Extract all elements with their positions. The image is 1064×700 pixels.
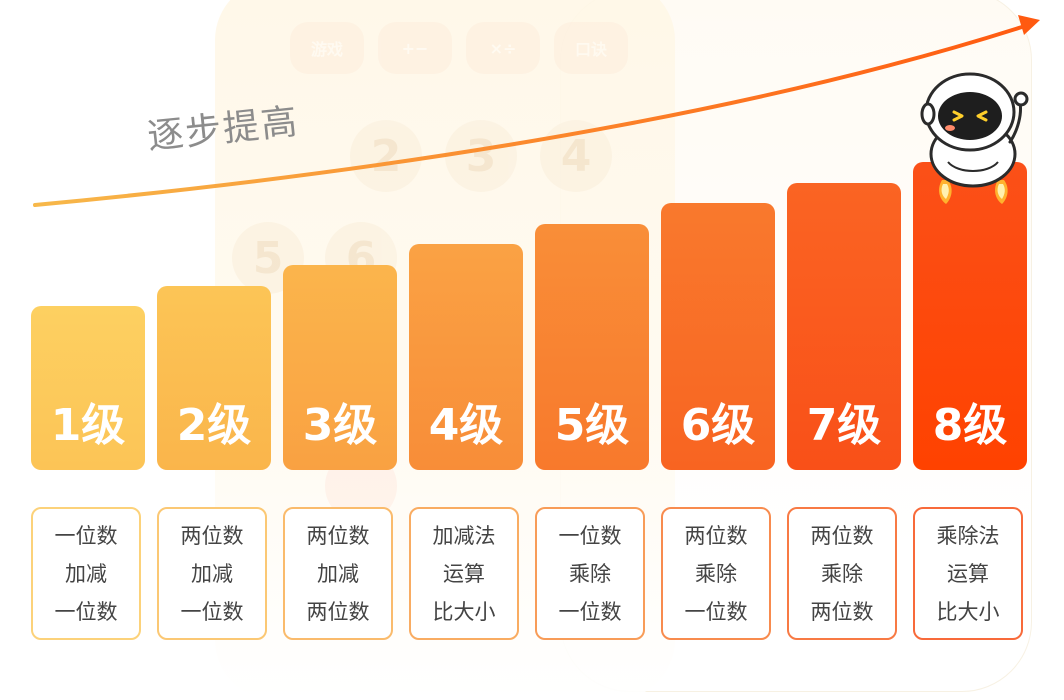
level-description-card-1: 一位数 加减 一位数 (31, 507, 141, 640)
description-line: 一位数 (54, 523, 118, 548)
description-line: 一位数 (684, 599, 748, 624)
level-description-card-8: 乘除法 运算 比大小 (913, 507, 1023, 640)
level-bar-label: 3级 (302, 400, 378, 451)
level-bar-7: 7级 (787, 183, 901, 470)
level-description-card-3: 两位数 加减 两位数 (283, 507, 393, 640)
description-line: 运算 (947, 561, 989, 586)
description-line: 一位数 (180, 599, 244, 624)
description-line: 一位数 (54, 599, 118, 624)
level-description-card-7: 两位数 乘除 两位数 (787, 507, 897, 640)
description-line: 加减 (317, 561, 359, 586)
description-line: 两位数 (306, 599, 370, 624)
description-line: 加减法 (432, 523, 496, 548)
level-description-card-4: 加减法 运算 比大小 (409, 507, 519, 640)
description-line: 两位数 (810, 599, 874, 624)
level-bar-3: 3级 (283, 265, 397, 470)
background-number-key: 3 (445, 120, 517, 192)
background-key-game: 游戏 (290, 22, 364, 74)
level-bar-label: 1级 (50, 400, 126, 451)
description-line: 一位数 (558, 523, 622, 548)
description-line: 两位数 (684, 523, 748, 548)
description-line: 乘除 (821, 561, 863, 586)
description-line: 两位数 (810, 523, 874, 548)
level-bar-label: 7级 (806, 400, 882, 451)
description-line: 运算 (443, 561, 485, 586)
rising-arrow (33, 15, 1040, 207)
description-line: 比大小 (432, 599, 496, 624)
description-line: 乘除 (569, 561, 611, 586)
description-line: 两位数 (306, 523, 370, 548)
description-line: 乘除法 (936, 523, 1000, 548)
level-description-card-2: 两位数 加减 一位数 (157, 507, 267, 640)
description-line: 乘除 (695, 561, 737, 586)
background-key-add-sub: +− (378, 22, 452, 74)
level-bar-label: 6级 (680, 400, 756, 451)
level-bar-label: 5级 (554, 400, 630, 451)
description-line: 两位数 (180, 523, 244, 548)
level-bar-label: 4级 (428, 400, 504, 451)
description-line: 一位数 (558, 599, 622, 624)
level-bar-5: 5级 (535, 224, 649, 470)
background-number-key: 2 (350, 120, 422, 192)
level-description-card-6: 两位数 乘除 一位数 (661, 507, 771, 640)
level-bar-4: 4级 (409, 244, 523, 470)
level-bar-8: 8级 (913, 162, 1027, 470)
background-key-mul-div: ×÷ (466, 22, 540, 74)
level-bar-2: 2级 (157, 286, 271, 470)
level-description-card-5: 一位数 乘除 一位数 (535, 507, 645, 640)
description-line: 加减 (65, 561, 107, 586)
description-line: 加减 (191, 561, 233, 586)
robot-mascot-icon (920, 72, 1029, 204)
background-key-rhyme: 口诀 (554, 22, 628, 74)
level-bar-label: 2级 (176, 400, 252, 451)
level-bar-1: 1级 (31, 306, 145, 470)
level-bar-6: 6级 (661, 203, 775, 470)
level-bar-label: 8级 (932, 400, 1008, 451)
description-line: 比大小 (936, 599, 1000, 624)
